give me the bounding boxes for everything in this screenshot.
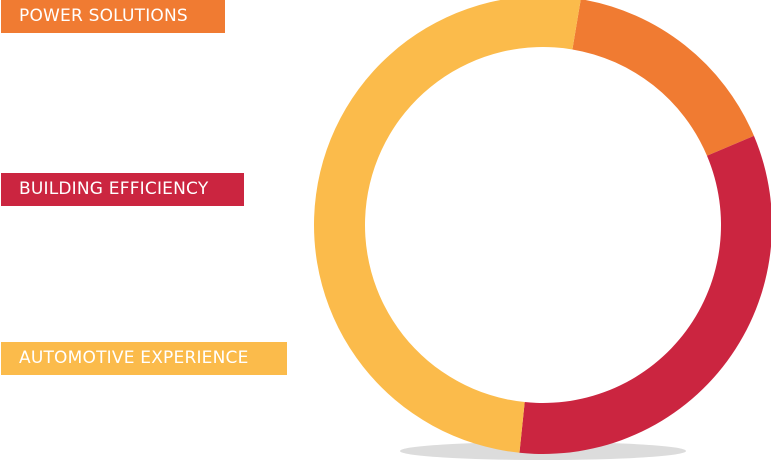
- legend-label-power-solutions: POWER SOLUTIONS: [1, 0, 225, 33]
- donut-slices: [314, 0, 771, 454]
- legend-label-building-efficiency: BUILDING EFFICIENCY: [1, 173, 244, 206]
- legend-label-automotive-experience: AUTOMOTIVE EXPERIENCE: [1, 342, 287, 375]
- donut-slice-power-solutions: [572, 0, 754, 156]
- donut-slice-building-efficiency: [519, 135, 771, 454]
- donut-slice-automotive-experience: [314, 0, 581, 453]
